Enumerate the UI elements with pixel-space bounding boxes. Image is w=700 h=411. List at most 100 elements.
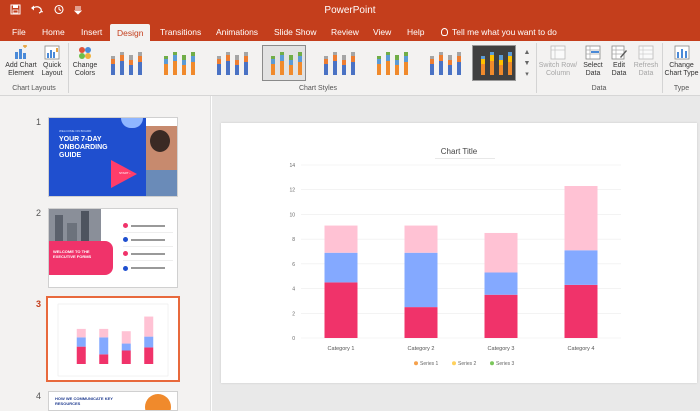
gallery-bar-segment [342, 55, 346, 60]
chart-style-1[interactable] [102, 45, 146, 81]
chart-style-6[interactable] [368, 45, 412, 81]
chart-layouts-group-label: Chart Layouts [12, 85, 56, 92]
slide4-orange-shape [145, 394, 171, 410]
gallery-bar-segment [226, 52, 230, 55]
chevron-down-icon[interactable]: ▼ [523, 60, 531, 67]
gallery-bar-segment [333, 61, 337, 75]
gallery-bar-segment [164, 59, 168, 64]
slide3-mini-chart [57, 303, 169, 377]
tab-file[interactable]: File [12, 27, 26, 37]
list-bullet-icon [123, 251, 128, 256]
edit-data-button[interactable]: Edit Data [607, 45, 631, 78]
switch-row-column-button[interactable]: Switch Row/ Column [538, 45, 578, 78]
placeholder-line [131, 224, 165, 227]
bar-segment-series-3 [324, 225, 358, 253]
type-group-label: Type [673, 85, 690, 92]
redo-icon[interactable] [53, 4, 65, 15]
quick-access-toolbar [10, 4, 82, 15]
y-tick-label: 4 [292, 287, 295, 293]
slide-thumbnail-4[interactable]: HOW WE COMMUNICATE KEY RESOURCES [48, 391, 178, 411]
tab-design[interactable]: Design [110, 24, 151, 41]
list-bullet-icon [123, 265, 128, 271]
chevron-up-icon[interactable]: ▲ [523, 49, 531, 56]
tab-view[interactable]: View [373, 27, 392, 37]
gallery-bar-segment [404, 62, 408, 75]
save-icon[interactable] [10, 4, 21, 15]
slide-thumbnails-pane: 1 WELCOME ON BOARD YOUR 7-DAY ONBOARDING… [0, 96, 211, 411]
slide-thumbnail-1[interactable]: WELCOME ON BOARD YOUR 7-DAY ONBOARDING G… [48, 117, 178, 197]
chart-style-4[interactable] [262, 45, 306, 81]
gallery-scroll[interactable]: ▲ ▼ ▾ [522, 47, 532, 81]
chart-style-2[interactable] [155, 45, 199, 81]
legend-marker [414, 361, 418, 366]
tell-me-box[interactable]: Tell me what you want to do [441, 23, 557, 41]
mini-bar-segment [99, 328, 109, 338]
add-chart-element-button[interactable]: Add Chart Element [2, 44, 40, 78]
quick-layout-button[interactable]: Quick Layout [39, 45, 65, 78]
tab-review[interactable]: Review [331, 27, 359, 37]
add-chart-element-label-1: Add Chart [5, 62, 37, 69]
gallery-bar-segment [448, 60, 452, 65]
gallery-bar-segment [377, 64, 381, 75]
current-slide[interactable]: Chart Title 0 2 4 6 8 10 12 14 Category 1 Categor… [221, 123, 697, 383]
gallery-bar-segment [342, 65, 346, 75]
app-title: PowerPoint [324, 5, 376, 16]
gallery-bar-segment [280, 55, 284, 61]
x-tick-label: Category 4 [568, 346, 595, 352]
mini-bar-segment [121, 343, 131, 351]
gallery-bar-segment [298, 62, 302, 75]
legend-marker [452, 361, 456, 366]
chart-style-7[interactable] [421, 45, 465, 81]
slide4-title: HOW WE COMMUNICATE KEY RESOURCES [55, 396, 113, 406]
slide1-photo-shirt [146, 170, 177, 196]
ribbon-separator [68, 43, 69, 93]
ribbon-separator [662, 43, 663, 93]
gallery-bar-segment [481, 59, 485, 64]
gallery-bar-segment [191, 52, 195, 56]
add-chart-element-label-2: Element [8, 70, 34, 77]
gallery-bar-segment [111, 59, 115, 64]
x-tick-label: Category 2 [408, 346, 435, 352]
chart-style-3[interactable] [208, 45, 252, 81]
stacked-column-chart[interactable]: 0 2 4 6 8 10 12 14 Category 1 Category 2 Category … [221, 123, 697, 383]
slide2-pink-banner [49, 241, 113, 275]
bar-segment-series-1 [404, 307, 438, 338]
select-data-button[interactable]: Select Data [581, 45, 605, 78]
slide1-play-shape [111, 160, 137, 188]
gallery-bar-segment [111, 64, 115, 75]
bar-segment-series-2 [484, 272, 518, 295]
change-colors-button[interactable]: Change Colors [70, 45, 100, 78]
slide-thumbnail-2[interactable]: WELCOME TO THE EXECUTIVE FORMS [48, 208, 178, 288]
gallery-more-icon[interactable]: ▾ [525, 71, 529, 78]
mini-bar-segment [121, 350, 131, 364]
chart-style-5[interactable] [315, 45, 359, 81]
tab-home[interactable]: Home [42, 27, 65, 37]
tab-slide-show[interactable]: Slide Show [274, 27, 317, 37]
add-chart-element-icon [13, 44, 29, 60]
slide1-eyebrow: WELCOME ON BOARD [59, 129, 92, 133]
gallery-bar-segment [351, 52, 355, 56]
y-tick-label: 8 [292, 237, 295, 243]
tab-transitions[interactable]: Transitions [160, 27, 202, 37]
refresh-data-button[interactable]: Refresh Data [632, 45, 660, 78]
gallery-bar-segment [138, 56, 142, 62]
tab-help[interactable]: Help [407, 27, 425, 37]
tab-insert[interactable]: Insert [81, 27, 103, 37]
edit-data-label-2: Data [611, 70, 627, 77]
slide-thumbnail-3[interactable] [46, 296, 180, 382]
undo-icon[interactable] [30, 4, 44, 15]
tab-animations[interactable]: Animations [216, 27, 259, 37]
gallery-bar-segment [289, 60, 293, 65]
placeholder-line [131, 238, 165, 241]
gallery-bar-segment [499, 65, 503, 75]
gallery-bar-segment [138, 62, 142, 75]
gallery-bar-segment [217, 59, 221, 64]
customize-qat-icon[interactable] [74, 4, 82, 15]
gallery-bar-segment [244, 52, 248, 56]
chart-title[interactable]: Chart Title [440, 147, 478, 156]
slide1-circle-shape [121, 118, 143, 128]
chart-style-8[interactable] [472, 45, 516, 81]
slide2-list-item [123, 219, 173, 233]
gallery-bar-segment [439, 55, 443, 61]
change-chart-type-button[interactable]: Change Chart Type [663, 45, 700, 78]
